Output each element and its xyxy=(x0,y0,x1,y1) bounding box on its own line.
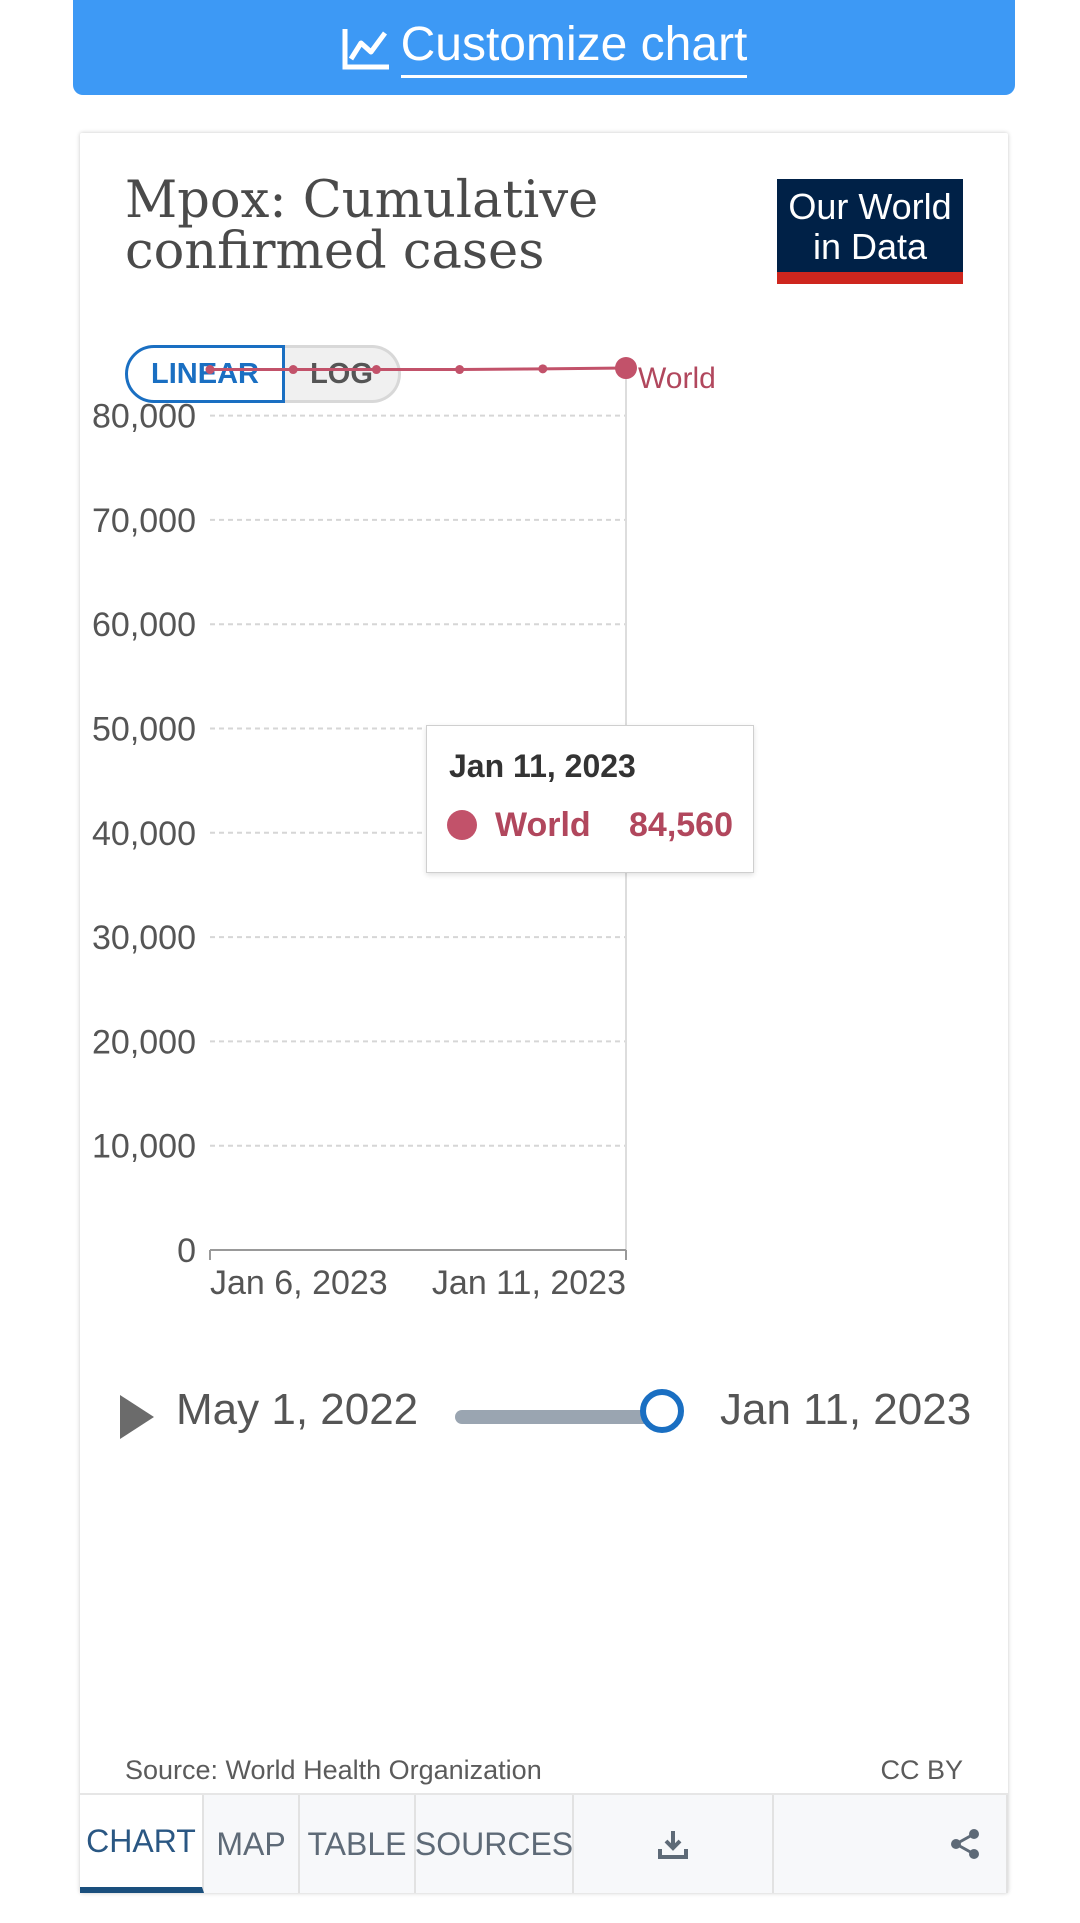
data-point[interactable] xyxy=(288,365,298,375)
logo-line-1: Our World xyxy=(788,186,952,227)
series-label-world: World xyxy=(638,362,716,395)
tooltip-value: 84,560 xyxy=(629,806,733,844)
owid-logo[interactable]: Our World in Data xyxy=(777,179,963,284)
tab-table[interactable]: TABLE xyxy=(300,1795,416,1893)
y-tick-label: 50,000 xyxy=(92,711,196,749)
y-tick-label: 60,000 xyxy=(92,606,196,644)
timeline-start-date: May 1, 2022 xyxy=(176,1385,419,1434)
share-icon xyxy=(951,1829,979,1859)
download-icon xyxy=(658,1831,688,1859)
timeline-end-date: Jan 11, 2023 xyxy=(720,1385,972,1434)
tab-map[interactable]: MAP xyxy=(204,1795,300,1893)
data-point[interactable] xyxy=(538,364,548,374)
chart-card: Mpox: Cumulative confirmed cases Our Wor… xyxy=(80,133,1008,1893)
scale-toggle: LINEAR LOG xyxy=(125,345,401,403)
series-line-world xyxy=(210,366,627,372)
y-tick-label: 80,000 xyxy=(92,398,196,436)
data-point[interactable] xyxy=(455,365,465,375)
line-chart: 0 10,000 20,000 30,000 40,000 50,000 60,000 70,… xyxy=(92,357,716,1302)
logo-line-2: in Data xyxy=(812,226,928,267)
tooltip-series-dot xyxy=(447,810,477,840)
customize-chart-button[interactable]: Customize chart xyxy=(73,0,1015,95)
play-icon[interactable] xyxy=(120,1395,154,1439)
timeline-end-handle[interactable] xyxy=(640,1389,684,1433)
data-point[interactable] xyxy=(371,365,381,375)
linear-scale-button[interactable]: LINEAR xyxy=(125,345,285,403)
data-point[interactable] xyxy=(205,365,215,375)
y-tick-label: 30,000 xyxy=(92,919,196,957)
license-link[interactable]: CC BY xyxy=(880,1755,963,1785)
tooltip-series-name: World xyxy=(495,806,591,844)
y-tick-label: 10,000 xyxy=(92,1128,196,1166)
tab-bar: CHART MAP TABLE SOURCES xyxy=(80,1793,1008,1893)
y-tick-label: 40,000 xyxy=(92,815,196,853)
chart-title: Mpox: Cumulative confirmed cases xyxy=(125,171,599,281)
timeline: May 1, 2022 Jan 11, 2023 xyxy=(80,1373,1008,1463)
customize-chart-label: Customize chart xyxy=(400,17,748,78)
y-tick-label: 20,000 xyxy=(92,1023,196,1061)
timeline-track[interactable] xyxy=(455,1410,655,1424)
source-text[interactable]: Source: World Health Organization xyxy=(125,1755,542,1785)
chart-tooltip: Jan 11, 2023 World 84,560 xyxy=(426,725,754,873)
y-tick-label: 70,000 xyxy=(92,502,196,540)
tab-sources[interactable]: SOURCES xyxy=(415,1795,574,1893)
line-chart-icon xyxy=(342,28,389,69)
tooltip-date: Jan 11, 2023 xyxy=(449,748,636,784)
share-button[interactable] xyxy=(774,1795,1008,1893)
tab-chart[interactable]: CHART xyxy=(80,1795,204,1893)
x-tick-label: Jan 11, 2023 xyxy=(432,1264,626,1302)
y-tick-label: 0 xyxy=(177,1232,196,1270)
highlighted-point[interactable] xyxy=(615,357,637,380)
download-button[interactable] xyxy=(574,1795,774,1893)
x-tick-label: Jan 6, 2023 xyxy=(210,1264,388,1302)
log-scale-button[interactable]: LOG xyxy=(285,345,401,403)
